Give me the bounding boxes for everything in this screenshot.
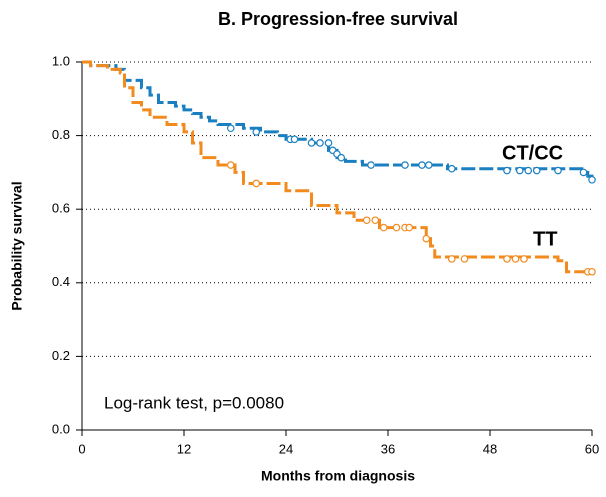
y-tick-label: 1.0 — [52, 53, 70, 68]
censor-mark — [524, 166, 533, 175]
censor-mark — [324, 139, 333, 147]
censor-mark — [588, 267, 596, 276]
censor-mark — [226, 124, 235, 133]
censor-mark — [588, 175, 596, 184]
y-tick-label: 0.0 — [52, 421, 70, 436]
censor-mark — [367, 161, 375, 169]
series-label: CT/CC — [502, 142, 563, 164]
censor-mark — [515, 166, 524, 175]
censor-mark — [503, 255, 511, 263]
annotation: Log-rank test, p=0.0080 — [104, 393, 284, 412]
censor-mark — [422, 234, 431, 243]
censor-mark — [290, 135, 299, 144]
censor-mark — [579, 168, 588, 177]
censor-mark — [371, 216, 380, 225]
y-tick-label: 0.4 — [52, 274, 70, 289]
series-label: TT — [533, 228, 557, 250]
y-tick-label: 0.8 — [52, 127, 70, 142]
censor-mark — [503, 166, 511, 175]
y-tick-label: 0.6 — [52, 201, 70, 216]
censor-mark — [460, 255, 469, 263]
chart-title: B. Progression-free survival — [218, 9, 458, 29]
censor-mark — [252, 128, 261, 136]
x-tick-label: 48 — [483, 441, 497, 456]
survival-curve — [82, 60, 594, 180]
censor-mark — [337, 153, 346, 162]
y-tick-label: 0.2 — [52, 348, 70, 363]
x-axis-label: Months from diagnosis — [261, 468, 415, 484]
censor-mark — [307, 139, 316, 147]
censor-mark — [520, 255, 528, 263]
censor-mark — [392, 223, 401, 232]
censor-mark — [554, 166, 562, 175]
censor-mark — [316, 139, 324, 147]
x-tick-label: 12 — [177, 441, 191, 456]
censor-mark — [401, 161, 409, 169]
x-tick-label: 36 — [381, 441, 395, 456]
censor-mark — [362, 216, 371, 225]
censor-mark — [405, 223, 414, 232]
survival-curve — [82, 60, 592, 274]
censor-mark — [418, 161, 426, 169]
x-tick-label: 60 — [585, 441, 599, 456]
y-axis-label: Probability survival — [9, 181, 25, 310]
x-tick-label: 0 — [78, 441, 85, 456]
censor-mark — [252, 179, 261, 188]
censor-mark — [226, 161, 235, 169]
censor-mark — [532, 166, 541, 175]
censor-mark — [511, 255, 520, 263]
x-tick-label: 24 — [279, 441, 293, 456]
censor-mark — [379, 223, 388, 232]
censor-mark — [447, 164, 456, 173]
censor-mark — [447, 255, 456, 263]
censor-mark — [424, 161, 433, 169]
